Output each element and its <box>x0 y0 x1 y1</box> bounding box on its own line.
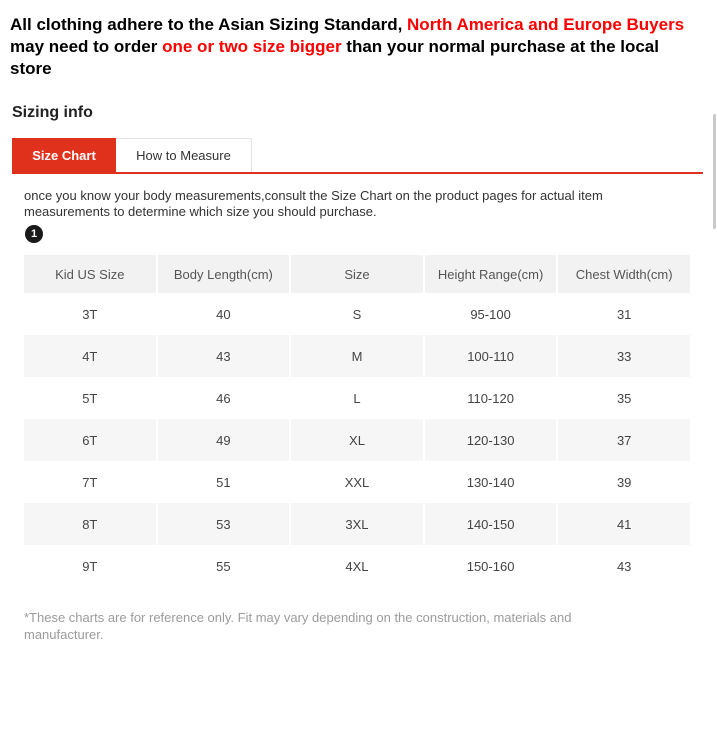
disclaimer-text: *These charts are for reference only. Fi… <box>24 610 572 642</box>
table-cell: 33 <box>558 335 690 377</box>
tab-size-chart[interactable]: Size Chart <box>12 138 116 172</box>
table-cell: 39 <box>558 461 690 503</box>
table-cell: 41 <box>558 503 690 545</box>
notice-text: All clothing adhere to the Asian Sizing … <box>10 15 408 34</box>
table-cell: 49 <box>157 419 290 461</box>
table-row: 3T 40 S 95-100 31 <box>24 293 690 335</box>
table-row: 5T 46 L 110-120 35 <box>24 377 690 419</box>
table-cell: 43 <box>157 335 290 377</box>
header-row: Kid US Size Body Length(cm) Size Height Ran… <box>24 255 690 293</box>
table-cell: 46 <box>157 377 290 419</box>
column-header: Height Range(cm) <box>424 255 557 293</box>
table-cell: 51 <box>157 461 290 503</box>
sizing-standard-notice: All clothing adhere to the Asian Sizing … <box>10 14 705 80</box>
table-cell: S <box>291 293 423 335</box>
table-cell: 3T <box>24 293 156 335</box>
table-cell: 43 <box>558 545 690 587</box>
table-cell: 55 <box>157 545 290 587</box>
table-header: Kid US Size Body Length(cm) Size Height Ran… <box>24 255 690 293</box>
notice-text: than your normal purchase at the local s… <box>10 37 659 78</box>
size-chart-panel: once you know your body measurements,con… <box>0 188 717 643</box>
table-cell: 150-160 <box>424 545 557 587</box>
table-cell: 35 <box>558 377 690 419</box>
table-cell: 37 <box>558 419 690 461</box>
table-cell: 110-120 <box>424 377 557 419</box>
step-1-badge: 1 <box>25 225 43 243</box>
column-header: Chest Width(cm) <box>558 255 690 293</box>
table-row: 9T 55 4XL 150-160 43 <box>24 545 690 587</box>
notice-highlight: North America and Europe Buyers <box>407 15 685 34</box>
notice-text: may need to order <box>10 37 163 56</box>
table-cell: XL <box>291 419 423 461</box>
table-cell: 5T <box>24 377 156 419</box>
table-cell: 7T <box>24 461 156 503</box>
column-header: Kid US Size <box>24 255 156 293</box>
table-body: 3T 40 S 95-100 31 4T 43 M 100-110 33 5T 46 L 110-120 3… <box>24 293 690 587</box>
table-cell: 53 <box>157 503 290 545</box>
sizing-info-page: All clothing adhere to the Asian Sizing … <box>0 14 717 643</box>
table-row: 4T 43 M 100-110 33 <box>24 335 690 377</box>
column-header: Size <box>291 255 423 293</box>
table-cell: 140-150 <box>424 503 557 545</box>
tab-bar: Size Chart How to Measure <box>12 138 703 174</box>
size-chart-description: once you know your body measurements,con… <box>24 188 603 219</box>
table-row: 8T 53 3XL 140-150 41 <box>24 503 690 545</box>
table-row: 6T 49 XL 120-130 37 <box>24 419 690 461</box>
table-cell: 9T <box>24 545 156 587</box>
table-cell: 130-140 <box>424 461 557 503</box>
table-cell: XXL <box>291 461 423 503</box>
section-title: Sizing info <box>12 104 93 121</box>
notice-highlight: one or two size bigger <box>162 37 342 56</box>
table-cell: 31 <box>558 293 690 335</box>
table-cell: 6T <box>24 419 156 461</box>
table-cell: M <box>291 335 423 377</box>
table-cell: 8T <box>24 503 156 545</box>
table-cell: 3XL <box>291 503 423 545</box>
table-row: 7T 51 XXL 130-140 39 <box>24 461 690 503</box>
table-cell: 4T <box>24 335 156 377</box>
tab-how-to-measure[interactable]: How to Measure <box>116 138 252 172</box>
table-cell: 100-110 <box>424 335 557 377</box>
table-cell: 4XL <box>291 545 423 587</box>
table-cell: 95-100 <box>424 293 557 335</box>
size-chart-table: Kid US Size Body Length(cm) Size Height Ran… <box>22 255 692 587</box>
table-cell: L <box>291 377 423 419</box>
table-cell: 120-130 <box>424 419 557 461</box>
column-header: Body Length(cm) <box>157 255 290 293</box>
scrollbar-thumb[interactable] <box>713 114 716 229</box>
table-cell: 40 <box>157 293 290 335</box>
